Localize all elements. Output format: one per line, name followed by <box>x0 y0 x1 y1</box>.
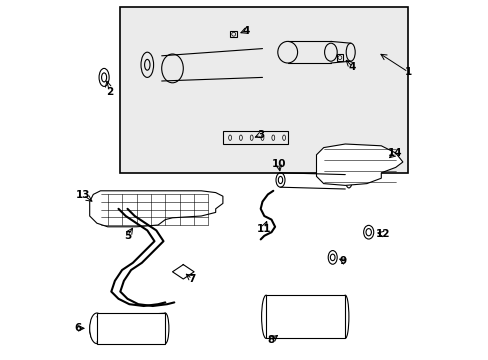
Ellipse shape <box>261 295 270 338</box>
Text: 10: 10 <box>271 159 285 169</box>
Text: 5: 5 <box>123 231 131 241</box>
Text: 9: 9 <box>339 256 346 266</box>
Text: 8: 8 <box>267 335 275 345</box>
Text: 4: 4 <box>242 26 249 36</box>
Ellipse shape <box>341 295 348 338</box>
Bar <box>223 131 287 144</box>
Text: 4: 4 <box>348 62 355 72</box>
Text: 12: 12 <box>375 229 389 239</box>
Text: 7: 7 <box>188 274 196 284</box>
Text: 11: 11 <box>257 224 271 234</box>
Text: 13: 13 <box>76 190 90 200</box>
Ellipse shape <box>89 313 104 343</box>
Bar <box>265 295 345 338</box>
Text: 1: 1 <box>404 67 411 77</box>
Bar <box>97 313 165 344</box>
Text: 14: 14 <box>387 148 402 158</box>
Bar <box>230 31 237 37</box>
Bar <box>120 7 407 173</box>
Polygon shape <box>89 191 223 227</box>
Text: 3: 3 <box>257 130 264 140</box>
Text: 6: 6 <box>74 323 81 333</box>
Ellipse shape <box>162 313 168 343</box>
Bar <box>336 54 343 61</box>
Text: 2: 2 <box>106 87 113 97</box>
Polygon shape <box>316 144 402 185</box>
